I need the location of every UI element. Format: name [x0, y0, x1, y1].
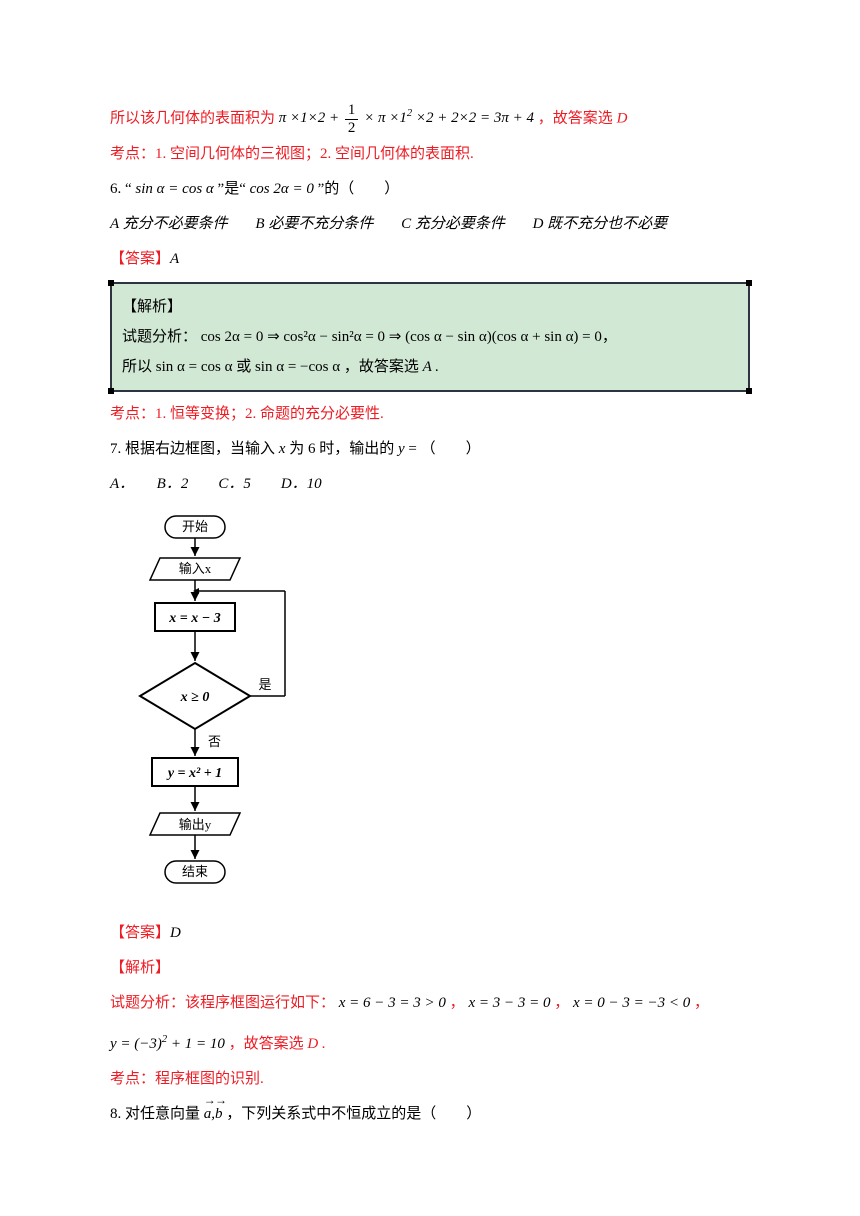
corner-icon [108, 388, 114, 394]
analysis-box-q6: 【解析】 试题分析： cos 2α = 0 ⇒ cos²α − sin²α = … [110, 282, 750, 392]
run-line1: 试题分析：该程序框图运行如下： x = 6 − 3 = 3 > 0 ， x = … [110, 987, 750, 1020]
opt-a: A 充分不必要条件 [110, 216, 228, 232]
kaodian-1: 考点：1. 空间几何体的三视图；2. 空间几何体的表面积. [110, 138, 750, 171]
question-6: 6. “ sin α = cos α ”是“ cos 2α = 0 ”的（ ） [110, 173, 750, 206]
answer-d: D [617, 110, 628, 126]
vectors: a,b [204, 1106, 227, 1122]
fc-step2: y = x² + 1 [166, 766, 222, 781]
answer-6: 【答案】A [110, 243, 750, 276]
opt-d: D 既不充分也不必要 [533, 216, 668, 232]
fc-output: 输出y [179, 817, 212, 832]
surface-area-line: 所以该几何体的表面积为 π ×1×2 + 1 2 × π ×12 ×2 + 2×… [110, 102, 750, 136]
analysis-head: 【解析】 [122, 292, 738, 322]
fc-cond: x ≥ 0 [180, 690, 210, 705]
fc-start: 开始 [182, 519, 208, 534]
surface-formula: π ×1×2 + 1 2 × π ×12 ×2 + 2×2 = 3π + 4 [279, 110, 538, 126]
answer-7: 【答案】D [110, 917, 750, 950]
kaodian-2: 考点：1. 恒等变换；2. 命题的充分必要性. [110, 398, 750, 431]
suffix: ，故答案选 [538, 110, 613, 126]
opt-b: B 必要不充分条件 [255, 216, 373, 232]
analysis-line1: 试题分析： cos 2α = 0 ⇒ cos²α − sin²α = 0 ⇒ (… [122, 322, 738, 352]
fc-end: 结束 [182, 864, 208, 879]
corner-icon [746, 280, 752, 286]
jiexi-7: 【解析】 [110, 952, 750, 985]
question-7: 7. 根据右边框图，当输入 x 为 6 时，输出的 y = （ ） [110, 433, 750, 466]
fc-yes: 是 [258, 677, 271, 692]
run-line2: y = (−3)2 + 1 = 10 ，故答案选 D . [110, 1028, 750, 1061]
corner-icon [108, 280, 114, 286]
opt-c: C 充分必要条件 [401, 216, 505, 232]
prefix: 所以该几何体的表面积为 [110, 110, 275, 126]
fc-step1: x = x − 3 [168, 611, 220, 626]
question-6-options: A 充分不必要条件 B 必要不充分条件 C 充分必要条件 D 既不充分也不必要 [110, 208, 750, 241]
question-7-options: A． B．2 C．5 D．10 [110, 468, 750, 501]
corner-icon [746, 388, 752, 394]
fc-no: 否 [208, 734, 221, 749]
y-result: y = (−3)2 + 1 = 10 [110, 1036, 229, 1052]
question-8: 8. 对任意向量 a,b ，下列关系式中不恒成立的是（ ） [110, 1098, 750, 1131]
fraction-half: 1 2 [345, 102, 359, 136]
flowchart-diagram: 开始 输入x x = x − 3 x ≥ 0 是 否 y = x² + 1 输出… [110, 511, 410, 911]
analysis-line2: 所以 sin α = cos α 或 sin α = −cos α ，故答案选 … [122, 352, 738, 382]
fc-input: 输入x [179, 561, 212, 576]
